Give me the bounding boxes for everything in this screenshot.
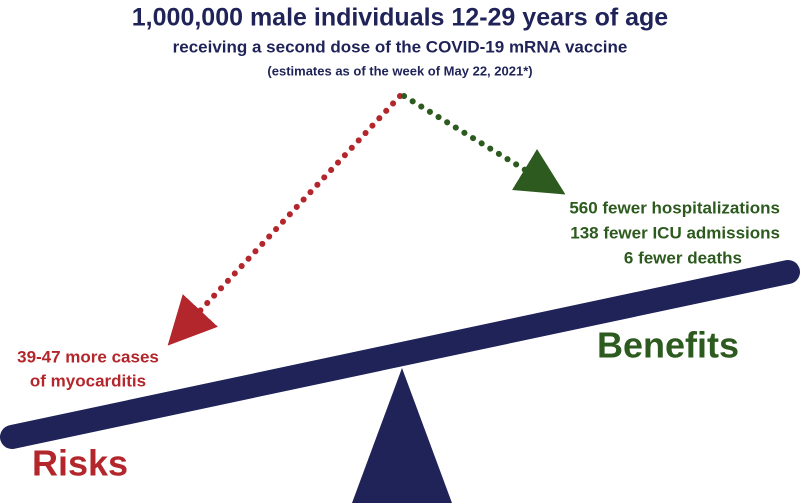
benefit-item: 138 fewer ICU admissions [570, 223, 780, 242]
risk-arrow [167, 93, 403, 346]
fulcrum [352, 368, 452, 503]
benefits-label: Benefits [597, 325, 739, 366]
note: (estimates as of the week of May 22, 202… [267, 63, 532, 78]
subtitle: receiving a second dose of the COVID-19 … [173, 37, 628, 56]
risk-item: 39-47 more cases [17, 347, 159, 366]
seesaw-beam [0, 260, 800, 449]
benefit-arrow [401, 93, 566, 195]
title: 1,000,000 male individuals 12-29 years o… [132, 4, 669, 32]
benefit-item: 6 fewer deaths [624, 248, 742, 267]
benefit-item: 560 fewer hospitalizations [569, 198, 780, 217]
risk-item: of myocarditis [30, 371, 146, 390]
risks-label: Risks [32, 443, 128, 484]
